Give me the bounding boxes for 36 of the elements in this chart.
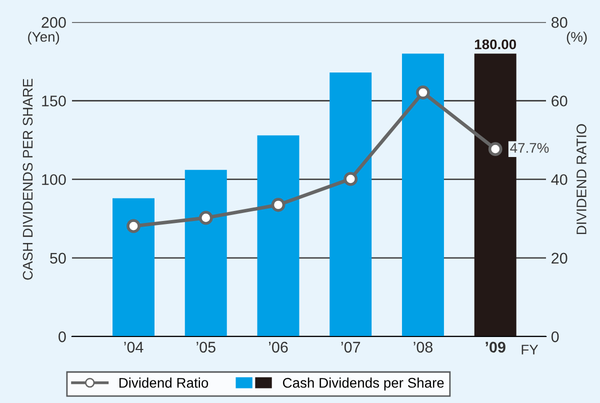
y2-tick-label: 80: [552, 17, 568, 28]
x-tick-label: ’08: [414, 342, 433, 353]
x-tick-label: ’07: [341, 342, 360, 353]
legend-label: Cash Dividends per Share: [282, 378, 444, 390]
legend-label: Dividend Ratio: [119, 378, 208, 388]
y2-tick-label: 20: [552, 252, 568, 264]
y-tick-label: 100: [42, 174, 66, 186]
bar: [402, 54, 444, 337]
x-tick-label: ’05: [196, 342, 216, 353]
text: (%): [566, 32, 587, 45]
y2-axis-title: DIVIDEND RATIO: [576, 124, 586, 234]
point: [344, 172, 358, 186]
bar: [184, 170, 227, 337]
bar: [112, 198, 154, 337]
y-tick-label: 50: [50, 252, 66, 264]
y-tick-label: 200: [42, 17, 66, 28]
point: [416, 86, 430, 100]
text: FY: [522, 344, 538, 354]
x-tick-label: ’04: [124, 342, 144, 353]
point: [198, 210, 213, 225]
x-tick-label: ’06: [269, 342, 288, 353]
point: [271, 198, 286, 212]
y2-tick-label: 40: [551, 174, 568, 186]
bar: [257, 135, 300, 337]
y2-tick-label: 0: [551, 331, 559, 342]
y2-tick-label: 60: [552, 96, 568, 106]
x-tick-label: ’09: [486, 342, 506, 353]
point: [488, 142, 502, 156]
y-tick-label: 0: [58, 331, 66, 342]
bar: [330, 72, 372, 337]
y-axis-title: CASH DIVIDENDS PER SHARE: [22, 78, 33, 280]
point: [126, 219, 140, 234]
data-label: 47.7%: [510, 143, 549, 153]
y-tick-label: 150: [42, 96, 66, 106]
data-label: 180.00: [474, 39, 516, 50]
text: (Yen): [28, 32, 60, 45]
